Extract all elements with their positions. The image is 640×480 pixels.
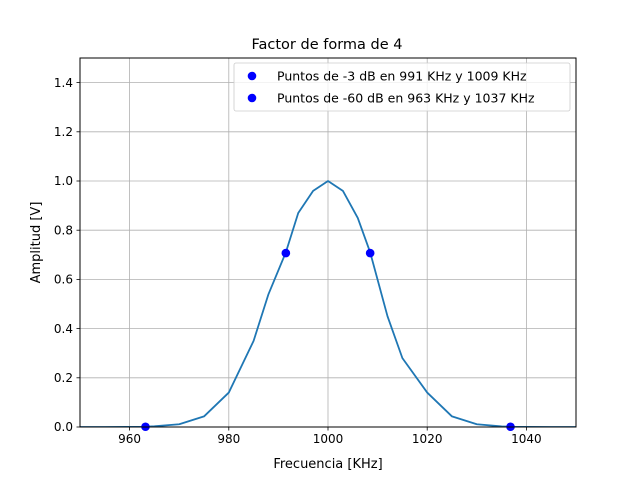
y-tick-label: 1.0 — [54, 174, 73, 188]
legend-box — [233, 62, 571, 112]
marker-point-series-1 — [281, 248, 291, 258]
legend-marker — [247, 93, 257, 103]
chart-title: Factor de forma de 4 — [252, 37, 403, 53]
y-axis-label: Amplitud [V] — [29, 202, 44, 284]
y-tick-label: 0.4 — [54, 322, 73, 336]
y-tick-label: 0.2 — [54, 371, 73, 385]
x-axis-label: Frecuencia [KHz] — [273, 457, 382, 472]
x-tick-label: 1020 — [412, 432, 443, 446]
x-tick-label: 1000 — [313, 432, 344, 446]
y-axis-ticks: 0.0 0.2 0.4 0.6 0.8 1.0 1.2 1.4 — [54, 76, 80, 434]
legend-marker — [247, 71, 257, 81]
marker-point-series-1 — [365, 248, 375, 258]
y-tick-label: 1.2 — [54, 125, 73, 139]
legend-label: Puntos de -3 dB en 991 KHz y 1009 KHz — [277, 69, 527, 84]
y-tick-label: 0.8 — [54, 223, 73, 237]
x-tick-label: 980 — [217, 432, 240, 446]
legend-label: Puntos de -60 dB en 963 KHz y 1037 KHz — [277, 91, 535, 106]
y-tick-label: 1.4 — [54, 76, 73, 90]
legend: Puntos de -3 dB en 991 KHz y 1009 KHz Pun… — [233, 62, 571, 112]
plot-area — [80, 180, 576, 432]
y-tick-label: 0.0 — [54, 420, 73, 434]
x-tick-label: 1040 — [511, 432, 542, 446]
x-axis-ticks: 960 980 1000 1020 1040 — [118, 427, 542, 446]
y-tick-label: 0.6 — [54, 273, 73, 287]
response-curve — [80, 180, 576, 427]
x-tick-label: 960 — [118, 432, 141, 446]
